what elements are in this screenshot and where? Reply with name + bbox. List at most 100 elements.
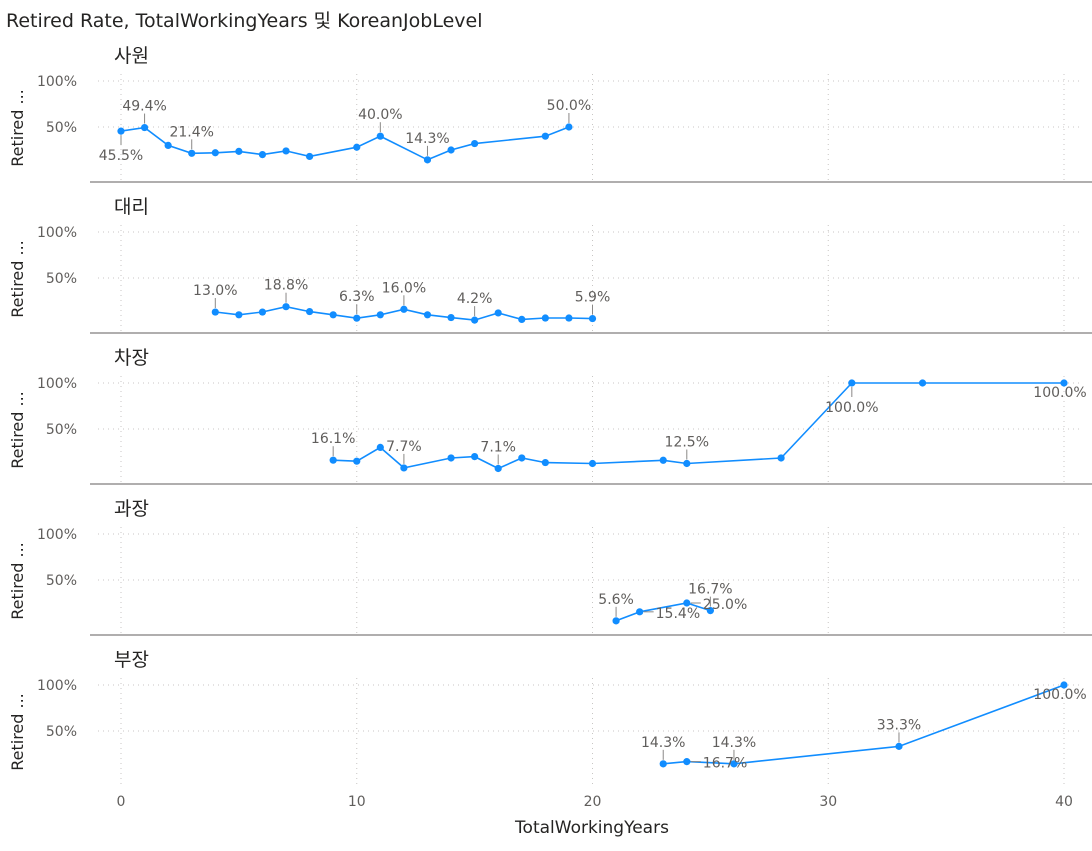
- data-point: [518, 315, 526, 323]
- data-point: [918, 379, 927, 387]
- x-tick-label: 20: [584, 794, 602, 810]
- data-point: [211, 149, 219, 157]
- data-point: [1060, 681, 1068, 689]
- data-label: 16.0%: [382, 280, 426, 296]
- data-label: 5.6%: [598, 592, 634, 608]
- data-point: [518, 454, 526, 462]
- series-line-4: [663, 684, 1065, 765]
- data-label: 14.3%: [405, 131, 449, 147]
- data-point: [848, 379, 856, 387]
- y-tick-label: 50%: [46, 724, 77, 740]
- data-point: [447, 313, 455, 322]
- data-label: 33.3%: [877, 717, 921, 733]
- data-point: [376, 132, 384, 140]
- panel-title-1: 대리: [114, 196, 149, 218]
- data-point: [164, 141, 172, 149]
- y-tick-label: 100%: [37, 678, 77, 694]
- data-point: [447, 454, 455, 462]
- data-point: [541, 314, 549, 322]
- data-point: [258, 308, 267, 316]
- data-point: [471, 453, 479, 461]
- data-point: [565, 123, 573, 131]
- data-label: 6.3%: [339, 289, 375, 305]
- data-label: 49.4%: [122, 99, 166, 115]
- data-label: 16.1%: [311, 431, 355, 447]
- panel-title-2: 차장: [114, 347, 149, 369]
- data-point: [494, 309, 502, 317]
- data-label: 15.4%: [656, 606, 700, 622]
- data-label: 7.7%: [386, 439, 422, 455]
- data-point: [117, 127, 125, 135]
- data-point: [282, 147, 290, 155]
- data-point: [588, 459, 597, 468]
- data-point: [376, 443, 384, 451]
- data-point: [683, 599, 691, 607]
- y-axis-label: Retired ...: [8, 542, 27, 620]
- data-point: [447, 146, 455, 154]
- y-axis-label: Retired ...: [8, 89, 27, 167]
- data-point: [1060, 379, 1068, 387]
- data-point: [777, 454, 785, 462]
- data-label: 100.0%: [1033, 687, 1086, 703]
- data-label: 25.0%: [703, 597, 747, 613]
- data-point: [376, 311, 384, 319]
- chart-title: Retired Rate, TotalWorkingYears 및 Korean…: [6, 10, 483, 32]
- y-tick-label: 50%: [46, 120, 77, 136]
- data-point: [683, 758, 691, 766]
- data-point: [282, 303, 290, 311]
- y-tick-label: 100%: [37, 527, 77, 543]
- data-point: [659, 456, 667, 464]
- y-tick-label: 100%: [37, 74, 77, 90]
- data-point: [471, 316, 479, 324]
- y-tick-label: 50%: [46, 573, 77, 589]
- data-label: 21.4%: [169, 124, 213, 140]
- y-axis-label: Retired ...: [8, 240, 27, 318]
- data-label: 14.3%: [641, 735, 685, 751]
- data-point: [541, 458, 549, 467]
- data-point: [471, 139, 479, 148]
- x-tick-label: 40: [1055, 794, 1073, 810]
- y-axis-label: Retired ...: [8, 693, 27, 771]
- data-point: [140, 123, 149, 132]
- data-point: [400, 464, 408, 472]
- data-point: [423, 156, 432, 164]
- data-point: [659, 760, 667, 768]
- panel-title-4: 부장: [114, 649, 149, 671]
- panel-title-0: 사원: [114, 45, 149, 67]
- data-label: 40.0%: [358, 107, 402, 123]
- data-point: [895, 742, 903, 750]
- data-point: [306, 152, 314, 161]
- data-label: 50.0%: [547, 98, 591, 114]
- data-point: [423, 311, 432, 319]
- data-point: [211, 308, 219, 316]
- data-point: [588, 314, 597, 323]
- x-tick-label: 0: [117, 794, 126, 810]
- data-label: 7.1%: [480, 439, 516, 455]
- data-point: [494, 464, 502, 473]
- data-point: [188, 149, 196, 157]
- data-point: [235, 311, 243, 319]
- data-label: 100.0%: [825, 400, 878, 416]
- data-point: [706, 607, 714, 615]
- data-point: [683, 459, 691, 468]
- y-axis-label: Retired ...: [8, 391, 27, 469]
- data-point: [329, 456, 337, 464]
- series-line-3: [615, 602, 711, 622]
- data-label: 5.9%: [575, 290, 611, 306]
- series-line-0: [120, 126, 570, 161]
- data-point: [612, 617, 620, 625]
- y-tick-label: 100%: [37, 225, 77, 241]
- data-point: [636, 608, 644, 616]
- data-point: [353, 314, 361, 322]
- data-label: 100.0%: [1033, 385, 1086, 401]
- data-point: [565, 314, 573, 322]
- data-label: 16.7%: [703, 756, 747, 772]
- data-point: [353, 457, 361, 465]
- data-point: [329, 311, 337, 319]
- data-label: 45.5%: [99, 148, 143, 164]
- panel-title-3: 과장: [114, 498, 149, 520]
- y-tick-label: 50%: [46, 422, 77, 438]
- data-point: [730, 760, 738, 768]
- y-tick-label: 100%: [37, 376, 77, 392]
